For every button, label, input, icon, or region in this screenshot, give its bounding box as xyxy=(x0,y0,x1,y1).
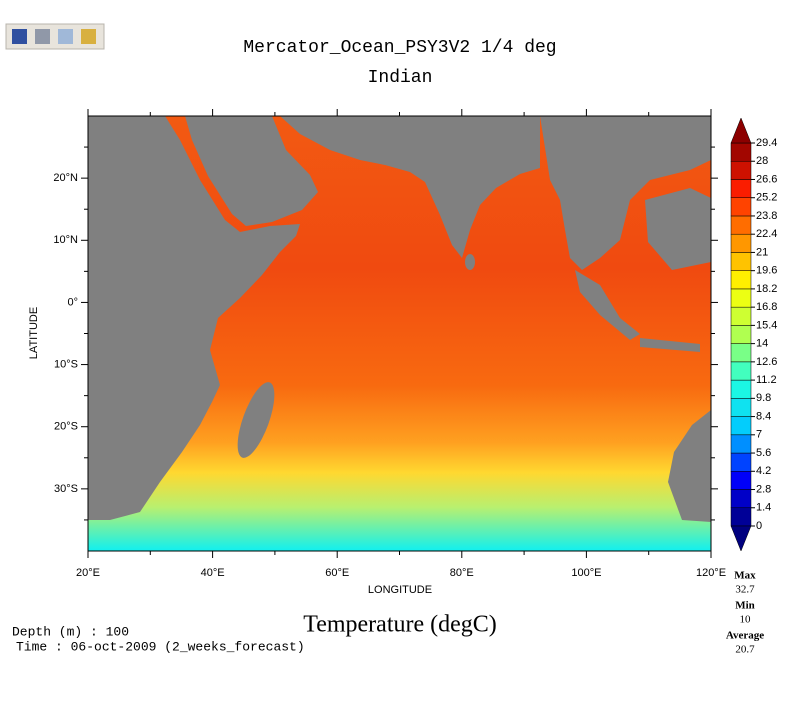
colorbar-segment xyxy=(730,270,752,290)
colorbar-tick-label: 21 xyxy=(756,246,768,258)
subtitle: Indian xyxy=(368,68,433,88)
stat-value: 32.7 xyxy=(735,584,755,596)
colorbar-tick-label: 12.6 xyxy=(756,356,777,368)
y-tick-label: 20°N xyxy=(53,172,78,184)
title: Mercator_Ocean_PSY3V2 1/4 deg xyxy=(243,38,556,58)
colorbar-tick-label: 23.8 xyxy=(756,210,777,222)
colorbar-segment xyxy=(730,252,752,271)
y-tick-label: 0° xyxy=(67,296,78,308)
colorbar-segment xyxy=(730,416,752,436)
toolbar xyxy=(5,23,105,50)
colorbar-tick-label: 0 xyxy=(756,520,762,532)
colorbar-segment xyxy=(730,160,752,180)
print-button[interactable] xyxy=(35,29,50,44)
stat-value: 20.7 xyxy=(735,644,755,656)
colorbar-tick-label: 28 xyxy=(756,155,768,167)
variable-label: Temperature (degC) xyxy=(303,612,497,638)
colorbar-segment xyxy=(730,306,752,326)
y-tick-label: 10°N xyxy=(53,234,78,246)
colorbar-tick-label: 8.4 xyxy=(756,410,771,422)
colorbar-tick-label: 4.2 xyxy=(756,465,771,477)
colorbar-segment xyxy=(730,197,752,217)
x-tick-label: 40°E xyxy=(201,567,225,579)
india xyxy=(280,116,540,258)
colorbar-segment xyxy=(730,471,752,490)
x-tick-label: 100°E xyxy=(571,567,601,579)
mail-button[interactable] xyxy=(58,29,73,44)
colorbar-tick-label: 11.2 xyxy=(756,374,777,386)
time-label: Time : 06-oct-2009 (2_weeks_forecast) xyxy=(16,639,305,654)
borneo xyxy=(645,188,711,270)
stat-label: Average xyxy=(726,630,764,642)
colorbar-segment xyxy=(730,398,752,417)
y-tick-label: 10°S xyxy=(54,358,78,370)
colorbar-tick-label: 18.2 xyxy=(756,283,777,295)
arabia xyxy=(185,116,318,226)
colorbar-tick-label: 9.8 xyxy=(756,392,771,404)
x-tick-label: 60°E xyxy=(325,567,349,579)
colorbar-over-arrow xyxy=(730,117,752,144)
stat-label: Min xyxy=(735,600,755,612)
africa xyxy=(88,116,300,520)
java xyxy=(640,338,700,352)
colorbar-tick-label: 15.4 xyxy=(756,319,777,331)
colorbar-segment xyxy=(730,215,752,235)
sumatra xyxy=(575,270,640,340)
export-button[interactable] xyxy=(81,29,96,44)
colorbar-tick-label: 5.6 xyxy=(756,447,771,459)
southeast-asia xyxy=(540,116,711,270)
colorbar-segment xyxy=(730,507,752,527)
map-area xyxy=(87,115,712,552)
colorbar-tick-label: 25.2 xyxy=(756,192,777,204)
colorbar-segment xyxy=(730,179,752,198)
colorbar-tick-label: 22.4 xyxy=(756,228,777,240)
land xyxy=(88,116,711,522)
colorbar-segment xyxy=(730,233,752,253)
stat-value: 10 xyxy=(740,614,752,626)
y-axis-label: LATITUDE xyxy=(28,307,40,359)
x-tick-label: 80°E xyxy=(450,567,474,579)
colorbar-segment xyxy=(730,452,752,472)
colorbar-segment xyxy=(730,343,752,363)
colorbar-segment xyxy=(730,288,752,308)
colorbar-tick-label: 19.6 xyxy=(756,265,777,277)
colorbar-segment xyxy=(730,434,752,454)
madagascar xyxy=(237,382,275,458)
stat-label: Max xyxy=(734,570,756,582)
save-button[interactable] xyxy=(12,29,27,44)
colorbar-under-arrow xyxy=(730,525,752,552)
y-tick-label: 20°S xyxy=(54,421,78,433)
colorbar-segment xyxy=(730,142,752,162)
colorbar-tick-label: 16.8 xyxy=(756,301,777,313)
colorbar-tick-label: 7 xyxy=(756,429,762,441)
x-tick-label: 120°E xyxy=(696,567,726,579)
x-axis-label: LONGITUDE xyxy=(368,584,432,596)
colorbar-segment xyxy=(730,489,752,509)
colorbar-tick-label: 2.8 xyxy=(756,483,771,495)
australia xyxy=(668,410,711,522)
x-tick-label: 20°E xyxy=(76,567,100,579)
depth-label: Depth (m) : 100 xyxy=(12,624,129,639)
colorbar-segment xyxy=(730,379,752,399)
sri-lanka xyxy=(465,254,475,270)
colorbar-segment xyxy=(730,325,752,344)
colorbar-tick-label: 14 xyxy=(756,338,768,350)
colorbar-tick-label: 1.4 xyxy=(756,502,771,514)
colorbar-tick-label: 26.6 xyxy=(756,173,777,185)
colorbar-segment xyxy=(730,361,752,381)
colorbar-tick-label: 29.4 xyxy=(756,137,777,149)
y-tick-label: 30°S xyxy=(54,483,78,495)
